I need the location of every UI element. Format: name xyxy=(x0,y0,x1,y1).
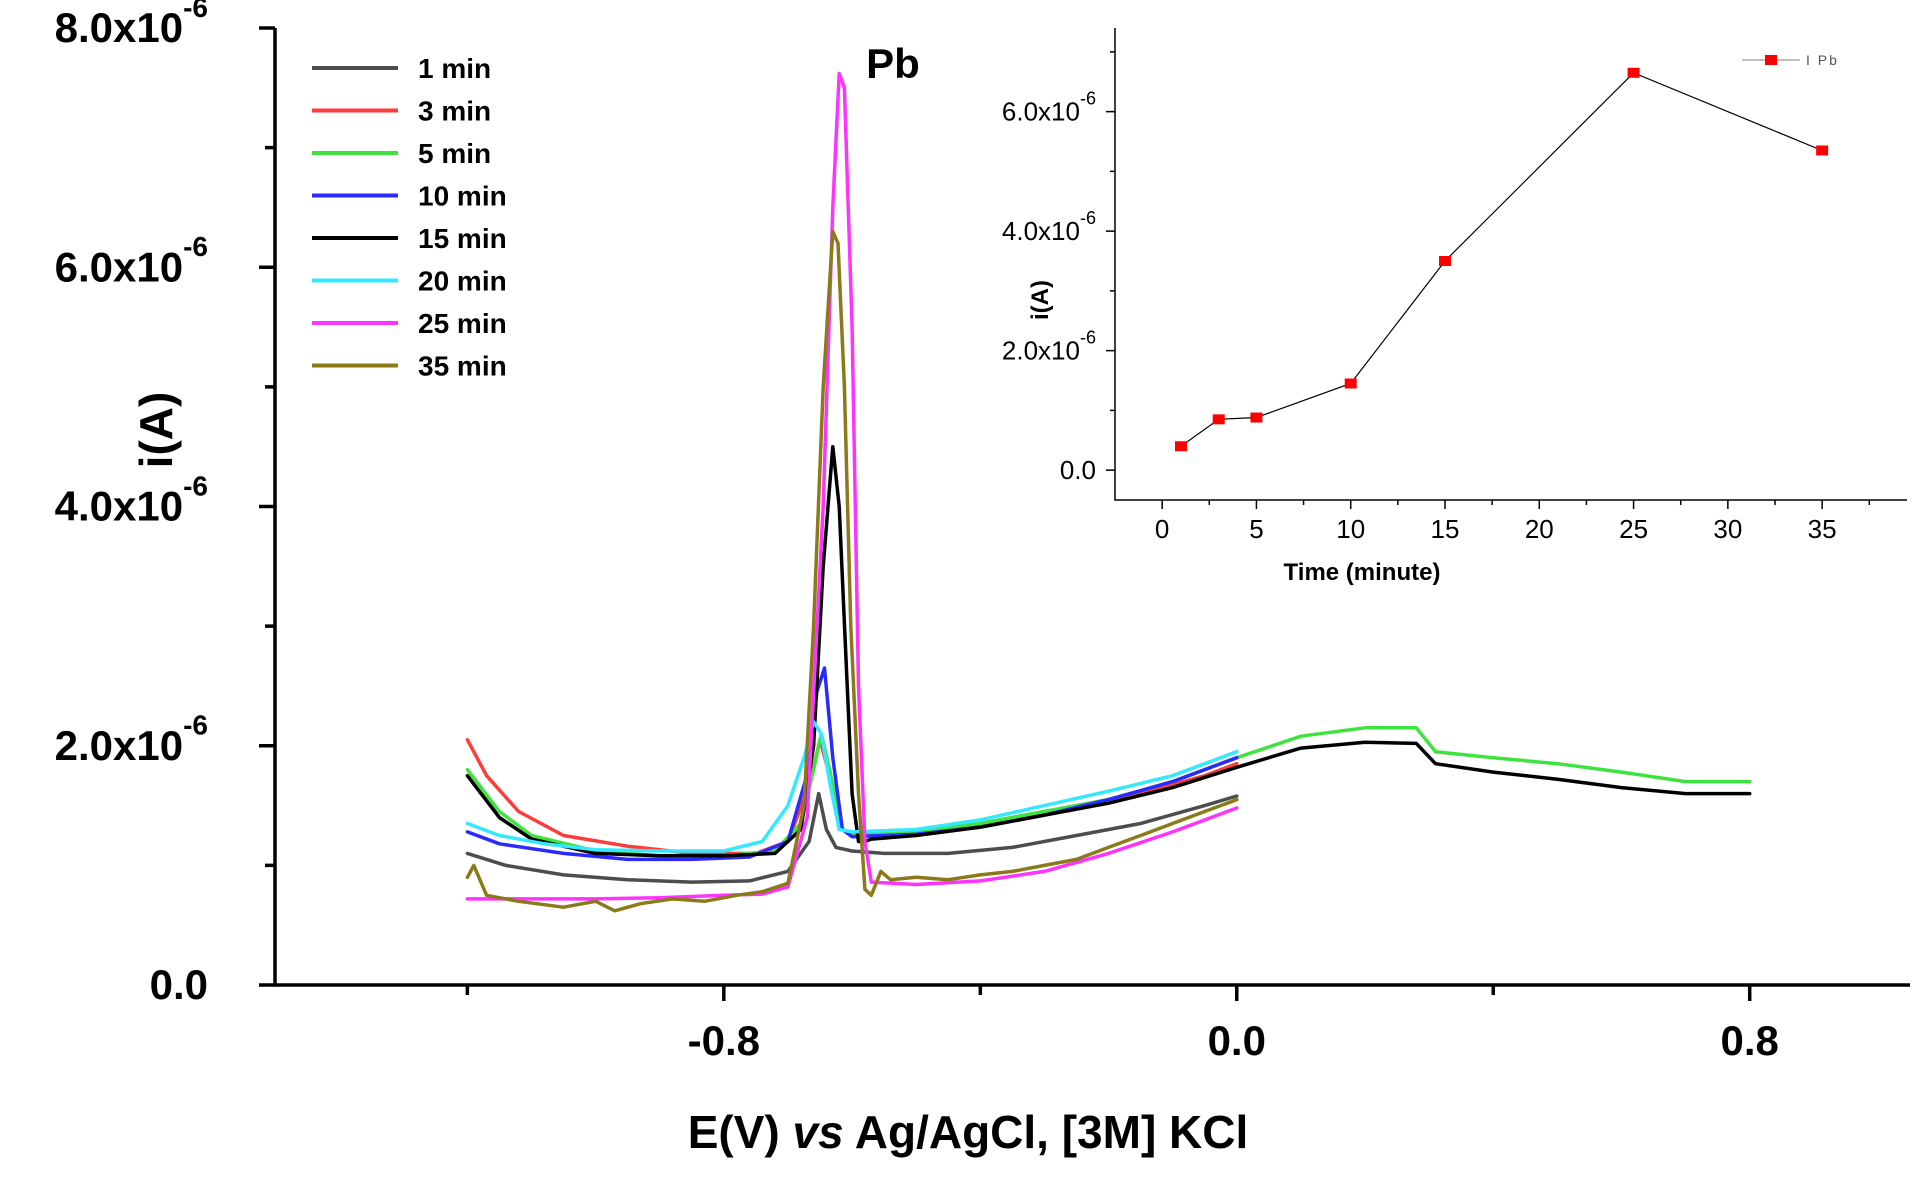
inset-series-line xyxy=(1180,72,1823,447)
inset-series-group xyxy=(1175,67,1829,452)
inset-data-point xyxy=(1344,378,1357,389)
inset-x-tick-label: 10 xyxy=(1336,514,1365,544)
main-y-ticks: 0.0 2.0x10-6 4.0x10-6 6.0x10-6 8.0x10-6 xyxy=(55,0,275,1008)
inset-x-ticks: 0 5 10 15 20 25 30 35 xyxy=(1155,500,1871,544)
inset-y-tick-label: 0.0 xyxy=(1060,455,1096,485)
inset-x-tick-label: 25 xyxy=(1619,514,1648,544)
inset-x-tick-label: 35 xyxy=(1808,514,1837,544)
main-series-group xyxy=(465,71,1752,913)
main-y-tick-label: 2.0x10-6 xyxy=(55,710,208,769)
inset-data-point xyxy=(1627,67,1640,78)
main-series-line-7 xyxy=(465,71,1239,901)
main-y-axis-label: i(A) xyxy=(130,392,182,469)
legend-label: 25 min xyxy=(418,308,507,339)
legend-label: 1 min xyxy=(418,53,491,84)
inset-axes xyxy=(1114,28,1907,501)
inset-data-point xyxy=(1212,414,1225,425)
main-y-tick-label: 6.0x10-6 xyxy=(55,231,208,290)
main-series-line-8 xyxy=(465,229,1239,913)
main-y-tick-label: 4.0x10-6 xyxy=(55,470,208,529)
legend-label: 3 min xyxy=(418,96,491,127)
inset-data-point xyxy=(1816,145,1829,156)
main-y-tick-label: 8.0x10-6 xyxy=(55,0,208,51)
main-x-axis-label: E(V) vs Ag/AgCl, [3M] KCl xyxy=(688,1106,1249,1158)
inset-y-axis-label: i(A) xyxy=(1027,280,1054,320)
inset-legend: I Pb xyxy=(1742,52,1839,68)
main-series-line-5 xyxy=(465,444,1752,858)
inset-x-tick-label: 5 xyxy=(1249,514,1263,544)
inset-y-tick-label: 6.0x10-6 xyxy=(1002,88,1096,126)
main-series-line-1 xyxy=(465,791,1239,884)
inset-y-tick-label: 2.0x10-6 xyxy=(1002,327,1096,365)
peak-label: Pb xyxy=(866,40,920,87)
inset-legend-marker xyxy=(1765,55,1777,65)
legend-label: 20 min xyxy=(418,266,507,297)
main-y-tick-label: 0.0 xyxy=(150,961,208,1008)
legend-label: 5 min xyxy=(418,138,491,169)
main-x-tick-label: -0.8 xyxy=(688,1017,760,1064)
inset-data-point xyxy=(1439,256,1451,267)
inset-x-tick-label: 15 xyxy=(1431,514,1460,544)
main-legend: 1 min 3 min 5 min 10 min 15 min 20 min 25 min 3… xyxy=(312,53,507,382)
inset-data-point xyxy=(1175,441,1187,452)
inset-x-tick-label: 30 xyxy=(1713,514,1742,544)
main-x-tick-label: 0.0 xyxy=(1208,1017,1266,1064)
main-x-ticks: -0.8 0.0 0.8 xyxy=(465,985,1779,1064)
inset-data-point xyxy=(1250,412,1263,423)
inset-y-tick-label: 4.0x10-6 xyxy=(1002,208,1096,246)
inset-legend-label: I Pb xyxy=(1806,52,1839,68)
legend-label: 15 min xyxy=(418,223,507,254)
main-x-tick-label: 0.8 xyxy=(1721,1017,1779,1064)
legend-label: 10 min xyxy=(418,181,507,212)
inset-y-ticks: 0.0 2.0x10-6 4.0x10-6 6.0x10-6 xyxy=(1002,51,1115,485)
main-chart: -0.8 0.0 0.8 0.0 2.0x10-6 4.0x10-6 6.0x10-6 8.… xyxy=(55,0,1910,1158)
inset-x-tick-label: 20 xyxy=(1525,514,1554,544)
inset-x-axis-label: Time (minute) xyxy=(1284,559,1441,586)
legend-label: 35 min xyxy=(418,351,507,382)
inset-x-tick-label: 0 xyxy=(1155,514,1169,544)
main-axes xyxy=(273,28,1910,987)
main-series-line-6 xyxy=(465,720,1239,853)
inset-chart: 0 5 10 15 20 25 30 35 0.0 2.0x10-6 4.0x10-6 6.0x10… xyxy=(1002,28,1907,586)
